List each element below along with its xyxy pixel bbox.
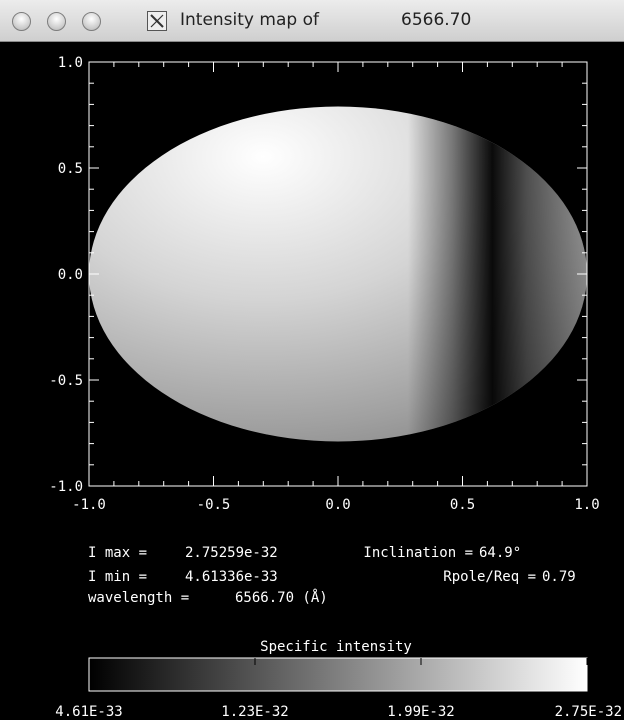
axis-ticks <box>88 61 588 487</box>
inclination-label: Inclination = <box>363 545 473 561</box>
colorbar: Specific intensity 4.61E-33 1.23E-32 1.99E… <box>55 639 622 720</box>
colorbar-label: 1.99E-32 <box>387 704 454 720</box>
close-button[interactable] <box>12 12 31 31</box>
info-block: I max = 2.75259e-32 I min = 4.61336e-33 … <box>88 545 576 606</box>
x-tick-label: -0.5 <box>197 497 231 513</box>
imin-label: I min = <box>88 569 147 585</box>
y-tick-label: 1.0 <box>58 55 83 71</box>
y-tick-label: 0.0 <box>58 267 83 283</box>
wavelength-label: wavelength = <box>88 590 189 606</box>
minimize-button[interactable] <box>47 12 66 31</box>
imin-value: 4.61336e-33 <box>185 569 278 585</box>
colorbar-gradient <box>88 657 588 692</box>
plot-area: -1.0 -0.5 0.0 0.5 1.0 1.0 0.5 0.0 -0.5 -1.0 <box>49 55 599 513</box>
colorbar-label: 4.61E-33 <box>55 704 122 720</box>
imax-value: 2.75259e-32 <box>185 545 278 561</box>
x-tick-label: -1.0 <box>72 497 106 513</box>
rpole-value: 0.79 <box>542 569 576 585</box>
zoom-button[interactable] <box>82 12 101 31</box>
x11-icon <box>147 11 167 31</box>
rpole-label: Rpole/Req = <box>443 569 536 585</box>
axis-tick-labels: -1.0 -0.5 0.0 0.5 1.0 1.0 0.5 0.0 -0.5 -1.0 <box>49 55 599 513</box>
window-title-value: 6566.70 <box>401 10 472 30</box>
dark-band <box>89 106 587 442</box>
y-tick-label: 0.5 <box>58 161 83 177</box>
colorbar-label: 2.75E-32 <box>555 704 622 720</box>
window-titlebar: Intensity map of 6566.70 <box>0 0 624 42</box>
intensity-map-plot: -1.0 -0.5 0.0 0.5 1.0 1.0 0.5 0.0 -0.5 -1.0 I max… <box>49 55 622 720</box>
wavelength-value: 6566.70 (Å) <box>235 589 328 606</box>
imax-label: I max = <box>88 545 147 561</box>
y-tick-label: -1.0 <box>49 479 83 495</box>
x-tick-label: 0.5 <box>450 497 475 513</box>
x-tick-label: 1.0 <box>574 497 599 513</box>
inclination-value: 64.9° <box>479 545 521 561</box>
colorbar-labels: 4.61E-33 1.23E-32 1.99E-32 2.75E-32 <box>55 704 622 720</box>
window-title: Intensity map of <box>180 10 319 30</box>
colorbar-label: 1.23E-32 <box>221 704 288 720</box>
x-tick-label: 0.0 <box>325 497 350 513</box>
colorbar-title: Specific intensity <box>260 639 412 655</box>
colorbar-ticks <box>88 658 588 665</box>
y-tick-label: -0.5 <box>49 373 83 389</box>
